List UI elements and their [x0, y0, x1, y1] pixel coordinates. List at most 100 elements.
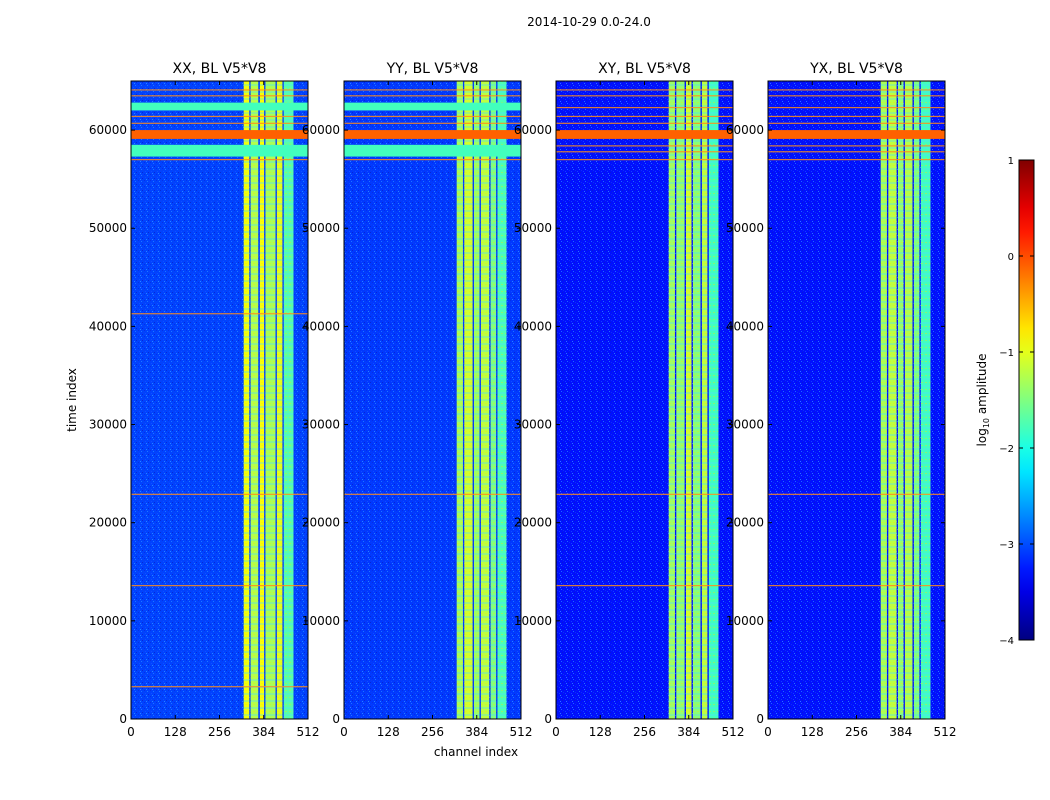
heatmap-rfi-line — [768, 585, 945, 587]
heatmap-rfi-line — [131, 95, 308, 97]
heatmap-rfi-line — [556, 95, 733, 97]
colorbar: 1 0 −1 −2 −3 −4 log10 amplitude — [975, 156, 1035, 647]
x-tick-label: 256 — [845, 725, 868, 739]
heatmap-rfi-line — [768, 122, 945, 124]
heatmap-rfi-line — [556, 493, 733, 495]
y-tick-label: 50000 — [302, 221, 340, 235]
x-tick-label: 128 — [164, 725, 187, 739]
y-tick-label: 30000 — [514, 418, 552, 432]
colorbar-tick-label: 1 — [1008, 156, 1014, 167]
heatmap-band-texture — [265, 81, 276, 719]
y-tick-label: 40000 — [89, 319, 127, 333]
y-tick-label: 30000 — [726, 418, 764, 432]
x-tick-label: 0 — [552, 725, 560, 739]
panel-title: YY, BL V5*V8 — [386, 61, 479, 77]
y-tick-label: 0 — [544, 712, 552, 726]
heatmap-band-texture — [480, 81, 490, 719]
heatmap-band-texture — [888, 81, 897, 719]
x-tick-label: 384 — [465, 725, 488, 739]
colorbar-tick-label: 0 — [1008, 252, 1014, 263]
heatmap-band-texture — [880, 81, 887, 719]
x-tick-label: 512 — [297, 725, 320, 739]
y-tick-label: 40000 — [726, 319, 764, 333]
heatmap-rfi-line — [131, 122, 308, 124]
y-tick-label: 30000 — [89, 418, 127, 432]
y-tick-label: 50000 — [726, 221, 764, 235]
x-tick-label: 128 — [801, 725, 824, 739]
heatmap-rfi-line — [556, 115, 733, 118]
heatmap-strong-row — [344, 144, 521, 157]
heatmap-rfi-line — [556, 585, 733, 587]
heatmap-rfi-line — [556, 107, 733, 109]
y-tick-label: 20000 — [89, 516, 127, 530]
heatmap-rfi-line — [556, 151, 733, 153]
heatmap-band-texture — [259, 81, 265, 719]
x-tick-label: 0 — [764, 725, 772, 739]
heatmap-rfi-line — [131, 585, 308, 587]
heatmap-rfi-line — [768, 493, 945, 495]
heatmap-band-texture — [668, 81, 675, 719]
x-axis-label: channel index — [434, 745, 518, 759]
y-tick-label: 60000 — [302, 123, 340, 137]
heatmap-band-texture — [708, 81, 719, 719]
x-tick-label: 512 — [722, 725, 745, 739]
x-tick-label: 256 — [208, 725, 231, 739]
y-tick-label: 40000 — [514, 319, 552, 333]
colorbar-tick-label: −4 — [999, 636, 1014, 647]
heatmap-rfi-line — [768, 107, 945, 109]
heatmap-band-texture — [250, 81, 259, 719]
heatmap-rfi-line — [131, 89, 308, 91]
y-tick-label: 50000 — [89, 221, 127, 235]
heatmap-strong-row — [344, 130, 521, 139]
x-tick-label: 0 — [340, 725, 348, 739]
heatmap-rfi-line — [768, 95, 945, 97]
heatmap-band-texture — [497, 81, 507, 719]
x-tick-label: 256 — [633, 725, 656, 739]
x-tick-label: 384 — [677, 725, 700, 739]
heatmap-rfi-line — [344, 122, 521, 124]
y-tick-label: 10000 — [302, 614, 340, 628]
colorbar-gradient — [1018, 159, 1035, 641]
heatmap-band-texture — [904, 81, 913, 719]
heatmap-band-texture — [243, 81, 250, 719]
x-tick-label: 512 — [934, 725, 957, 739]
heatmap-rfi-line — [556, 145, 733, 147]
heatmap-strong-row — [131, 144, 308, 157]
panel-4: YX, BL V5*V8 0 128 256 384 512 0 10000 20000 3000… — [726, 61, 957, 739]
colorbar-tick-label: −2 — [999, 444, 1014, 455]
y-tick-label: 10000 — [726, 614, 764, 628]
panel-3: XY, BL V5*V8 0 128 256 384 512 0 10000 20000 3000… — [514, 61, 745, 739]
colorbar-label: log10 amplitude — [975, 354, 991, 447]
x-tick-label: 512 — [510, 725, 533, 739]
heatmap-band-texture — [920, 81, 931, 719]
x-tick-label: 128 — [377, 725, 400, 739]
x-tick-label: 384 — [889, 725, 912, 739]
heatmap-panels: XX, BL V5*V8 0 128 256 384 512 0 10000 20000 3000… — [89, 61, 957, 739]
heatmap-band-texture — [464, 81, 473, 719]
heatmap-rfi-line — [768, 159, 945, 161]
heatmap-rfi-line — [768, 145, 945, 147]
y-tick-label: 60000 — [726, 123, 764, 137]
heatmap-band-texture — [692, 81, 701, 719]
y-tick-label: 60000 — [514, 123, 552, 137]
figure-suptitle: 2014-10-29 0.0-24.0 — [527, 15, 651, 29]
heatmap-rfi-line — [768, 89, 945, 91]
y-tick-label: 30000 — [302, 418, 340, 432]
y-tick-label: 10000 — [514, 614, 552, 628]
colorbar-tick-label: −1 — [999, 348, 1014, 359]
y-tick-label: 50000 — [514, 221, 552, 235]
heatmap-rfi-line — [344, 159, 521, 161]
heatmap-strong-row — [131, 130, 308, 139]
heatmap-rfi-line — [556, 122, 733, 124]
heatmap-rfi-line — [131, 115, 308, 118]
y-axis-label: time index — [65, 368, 79, 432]
x-tick-label: 128 — [589, 725, 612, 739]
y-tick-label: 60000 — [89, 123, 127, 137]
heatmap-rfi-line — [344, 493, 521, 495]
heatmap-rfi-line — [344, 95, 521, 97]
colorbar-tick-label: −3 — [999, 540, 1014, 551]
heatmap-band-texture — [490, 81, 497, 719]
heatmap-band-texture — [283, 81, 294, 719]
heatmap-band-texture — [897, 81, 904, 719]
